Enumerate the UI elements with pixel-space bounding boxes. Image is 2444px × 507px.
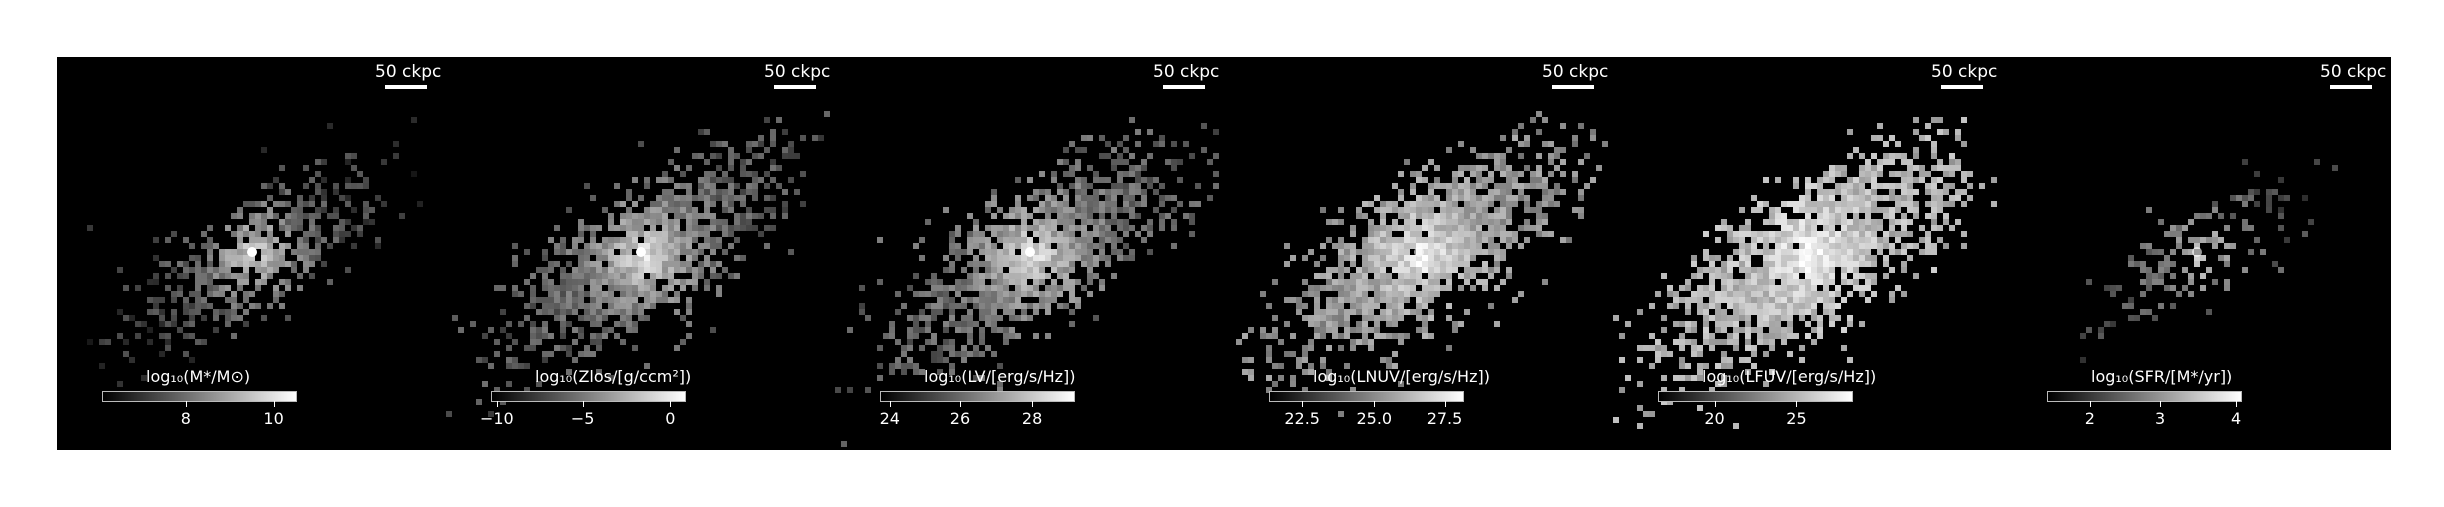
colorbar xyxy=(2047,391,2242,402)
colorbar-tick-label: 26 xyxy=(949,409,971,428)
galaxy-map xyxy=(2080,159,2338,363)
scale-bar-label: 50 ckpc xyxy=(1931,62,1998,82)
colorbar-tick xyxy=(670,401,672,407)
colorbar-tick xyxy=(582,401,584,407)
colorbar-tick xyxy=(2089,401,2091,407)
colorbar-tick-label: 4 xyxy=(2231,409,2242,428)
scale-bar xyxy=(1552,85,1594,89)
colorbar-tick xyxy=(1444,401,1446,407)
scale-bar xyxy=(1941,85,1983,89)
colorbar-tick xyxy=(1374,401,1376,407)
scale-bar xyxy=(774,85,816,89)
colorbar xyxy=(880,391,1075,402)
galaxy-map xyxy=(835,117,1219,447)
colorbar-tick-label: 2 xyxy=(2084,409,2095,428)
colorbar xyxy=(102,391,297,402)
colorbar xyxy=(1269,391,1464,402)
colorbar-tick-label: 25.0 xyxy=(1356,409,1393,428)
colorbar-tick-label: 25 xyxy=(1786,409,1807,428)
scale-bar xyxy=(1163,85,1205,89)
colorbar-tick-label: 24 xyxy=(879,409,900,428)
colorbar-tick-label: 27.5 xyxy=(1426,409,1463,428)
colorbar-tick-label: −5 xyxy=(570,409,595,428)
colorbar xyxy=(491,391,686,402)
colorbar-tick xyxy=(959,401,961,407)
scale-bar-label: 50 ckpc xyxy=(1542,62,1609,82)
colorbar-tick-label: −10 xyxy=(479,409,514,428)
colorbar-tick-label: 0 xyxy=(665,409,676,428)
colorbar-tick-label: 3 xyxy=(2155,409,2166,428)
galaxy-map xyxy=(1613,117,1997,429)
colorbar-tick-label: 22.5 xyxy=(1284,409,1320,428)
galaxy-map xyxy=(87,117,423,399)
colorbar-tick xyxy=(1796,401,1798,407)
panel-metallicity: 50 ckpc log₁₀(Zlos/[g/ccm²]) −10 −5 0 xyxy=(446,57,835,450)
colorbar-label: log₁₀(LFUV/[erg/s/Hz]) xyxy=(1702,367,1877,386)
scale-bar-label: 50 ckpc xyxy=(764,62,831,82)
colorbar-tick xyxy=(1714,401,1716,407)
colorbar-label: log₁₀(SFR/[M*/yr]) xyxy=(2091,367,2233,386)
scale-bar xyxy=(2330,85,2372,89)
panel-luminosity-fuv: 50 ckpc log₁₀(LFUV/[erg/s/Hz]) 20 25 xyxy=(1613,57,2002,450)
colorbar xyxy=(1658,391,1853,402)
panel-stellar-mass: 50 ckpc log₁₀(M*/M⊙) 8 10 xyxy=(57,57,446,450)
panel-luminosity-v: 50 ckpc log₁₀(LV/[erg/s/Hz]) 24 26 28 xyxy=(835,57,1224,450)
colorbar-tick-label: 8 xyxy=(180,409,191,428)
colorbar-label: log₁₀(LNUV/[erg/s/Hz]) xyxy=(1313,367,1490,386)
panel-star-formation-rate: 50 ckpc log₁₀(SFR/[M*/yr]) 2 3 4 xyxy=(2002,57,2391,450)
colorbar-label: log₁₀(LV/[erg/s/Hz]) xyxy=(924,367,1076,386)
colorbar-tick xyxy=(2160,401,2162,407)
colorbar-tick xyxy=(273,401,275,407)
colorbar-tick xyxy=(1302,401,1304,407)
scale-bar xyxy=(385,85,427,89)
colorbar-tick xyxy=(185,401,187,407)
scale-bar-label: 50 ckpc xyxy=(2320,62,2387,82)
colorbar-tick-label: 10 xyxy=(263,409,284,428)
colorbar-tick xyxy=(496,401,498,407)
colorbar-tick-label: 20 xyxy=(1704,409,1725,428)
scale-bar-label: 50 ckpc xyxy=(375,62,442,82)
colorbar-label: log₁₀(Zlos/[g/ccm²]) xyxy=(535,367,692,386)
colorbar-label: log₁₀(M*/M⊙) xyxy=(146,367,251,386)
colorbar-tick xyxy=(889,401,891,407)
colorbar-tick xyxy=(2236,401,2238,407)
galaxy-map xyxy=(1236,111,1608,417)
panel-luminosity-nuv: 50 ckpc log₁₀(LNUV/[erg/s/Hz]) 22.5 25.0 27.… xyxy=(1224,57,1613,450)
scale-bar-label: 50 ckpc xyxy=(1153,62,1220,82)
colorbar-tick-label: 28 xyxy=(1021,409,1043,428)
galaxy-map xyxy=(446,111,830,417)
colorbar-tick xyxy=(1032,401,1034,407)
